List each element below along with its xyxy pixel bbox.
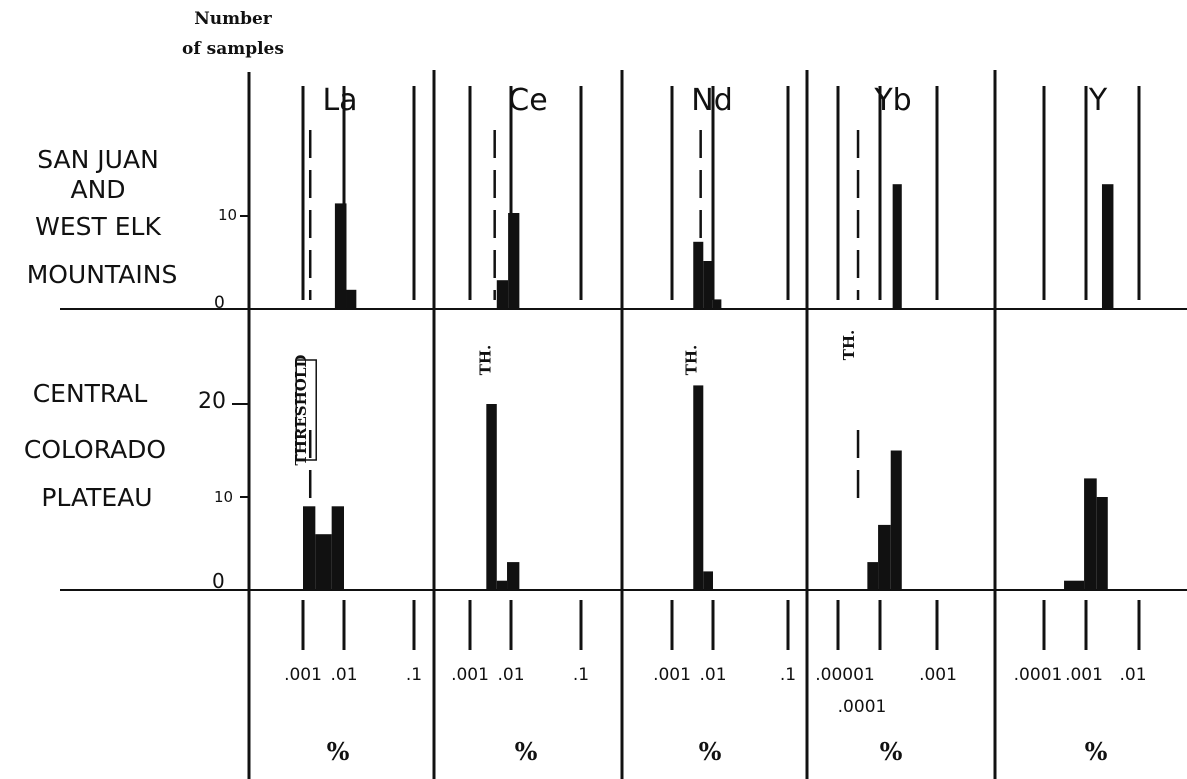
bar-yb-bottom-1: [878, 524, 891, 590]
bar-y-bottom-2: [1096, 497, 1108, 590]
panel-title-la: La: [322, 83, 357, 118]
x-tick-label-yb-0: .00001: [815, 665, 874, 685]
element-panels: La.001.01.1%THRESHOLDCe.001.01.1%TH.Nd.0…: [284, 83, 1146, 766]
y-tick-top-10: 10: [218, 206, 237, 224]
y-axis-title-line-1: Number: [194, 9, 273, 29]
x-tick-label-y-2: .01: [1119, 665, 1146, 685]
bar-nd-top-1: [703, 261, 713, 309]
y-tick-bottom-20: 20: [198, 389, 226, 414]
bar-ce-bottom-0: [486, 404, 497, 590]
panel-nd: Nd.001.01.1%TH.: [653, 83, 796, 766]
bar-ce-bottom-1: [496, 580, 508, 590]
region-label-bottom: CENTRAL COLORADO PLATEAU: [24, 379, 166, 512]
panel-ce: Ce .001 .01 .1% TH.: [451, 83, 589, 766]
region-top-line-4: MOUNTAINS: [27, 260, 178, 289]
y-axis-title-line-2: of samples: [182, 39, 284, 59]
x-axis-label-y: %: [1085, 737, 1108, 766]
threshold-label-ce: TH.: [477, 345, 495, 376]
panel-title-y: Y: [1088, 83, 1108, 118]
y-tick-bottom-10: 10: [214, 488, 233, 506]
bar-la-bottom-1: [315, 534, 332, 590]
x-tick-label-nd-2: .1: [780, 665, 796, 685]
bar-nd-top-0: [693, 241, 704, 309]
x-tick-label-la-1: .01: [330, 665, 357, 685]
x-axis-label-nd: %: [699, 737, 722, 766]
threshold-label-box-la: [295, 359, 317, 461]
x-tick-label-yb-1: .0001: [838, 697, 887, 717]
panel-la: La .001 .01 .1% THRESHOLD: [284, 83, 422, 766]
region-bottom-line-2: COLORADO: [24, 435, 166, 464]
y-tick-top-0: 0: [214, 293, 225, 313]
bar-ce-top-0: [496, 280, 509, 309]
bar-y-top-0: [1101, 184, 1114, 309]
region-top-line-2: AND: [70, 175, 125, 204]
bar-la-top-0: [334, 203, 347, 309]
bar-y-bottom-1: [1084, 478, 1097, 590]
x-tick-label-ce-1: .01: [497, 665, 524, 685]
x-tick-label-yb-2: .001: [919, 665, 957, 685]
threshold-label-nd: TH.: [683, 345, 701, 376]
region-top-line-3: WEST ELK: [35, 212, 161, 241]
bar-yb-top-0: [892, 184, 902, 309]
region-bottom-line-1: CENTRAL: [33, 379, 148, 408]
bar-la-top-1: [346, 289, 357, 309]
region-label-top: SAN JUAN AND WEST ELK MOUNTAINS: [27, 145, 178, 289]
x-axis-label-ce: %: [515, 737, 538, 766]
panel-y: Y .0001.001 .01%: [1014, 83, 1147, 766]
x-tick-label-y-0: .0001: [1014, 665, 1063, 685]
bar-nd-bottom-0: [693, 385, 704, 590]
bar-la-bottom-0: [303, 506, 316, 590]
y-tick-bottom-0: 0: [212, 569, 225, 593]
panel-title-ce: Ce: [508, 83, 547, 118]
panel-yb: Yb.00001.0001.001%TH.: [815, 83, 957, 766]
region-bottom-line-3: PLATEAU: [41, 483, 152, 512]
bar-y-bottom-0: [1064, 580, 1085, 590]
threshold-label-la: THRESHOLD: [292, 355, 310, 466]
bar-ce-top-1: [508, 213, 520, 309]
x-axis-label-yb: %: [880, 737, 903, 766]
bar-la-bottom-2: [331, 506, 344, 590]
region-top-line-1: SAN JUAN: [37, 145, 159, 174]
bar-nd-bottom-1: [703, 571, 713, 590]
threshold-label-yb: TH.: [840, 330, 858, 361]
x-tick-label-la-2: .1: [406, 665, 422, 685]
bar-nd-top-2: [712, 299, 722, 309]
bar-yb-bottom-2: [890, 450, 902, 590]
x-tick-label-nd-0: .001: [653, 665, 691, 685]
x-tick-label-ce-0: .001: [451, 665, 489, 685]
x-axis-label-la: %: [327, 737, 350, 766]
x-tick-label-y-1: .001: [1065, 665, 1103, 685]
x-tick-label-nd-1: .01: [699, 665, 726, 685]
x-tick-label-ce-2: .1: [573, 665, 589, 685]
bar-yb-bottom-0: [867, 562, 879, 590]
x-tick-label-la-0: .001: [284, 665, 322, 685]
bar-ce-bottom-2: [507, 562, 520, 590]
